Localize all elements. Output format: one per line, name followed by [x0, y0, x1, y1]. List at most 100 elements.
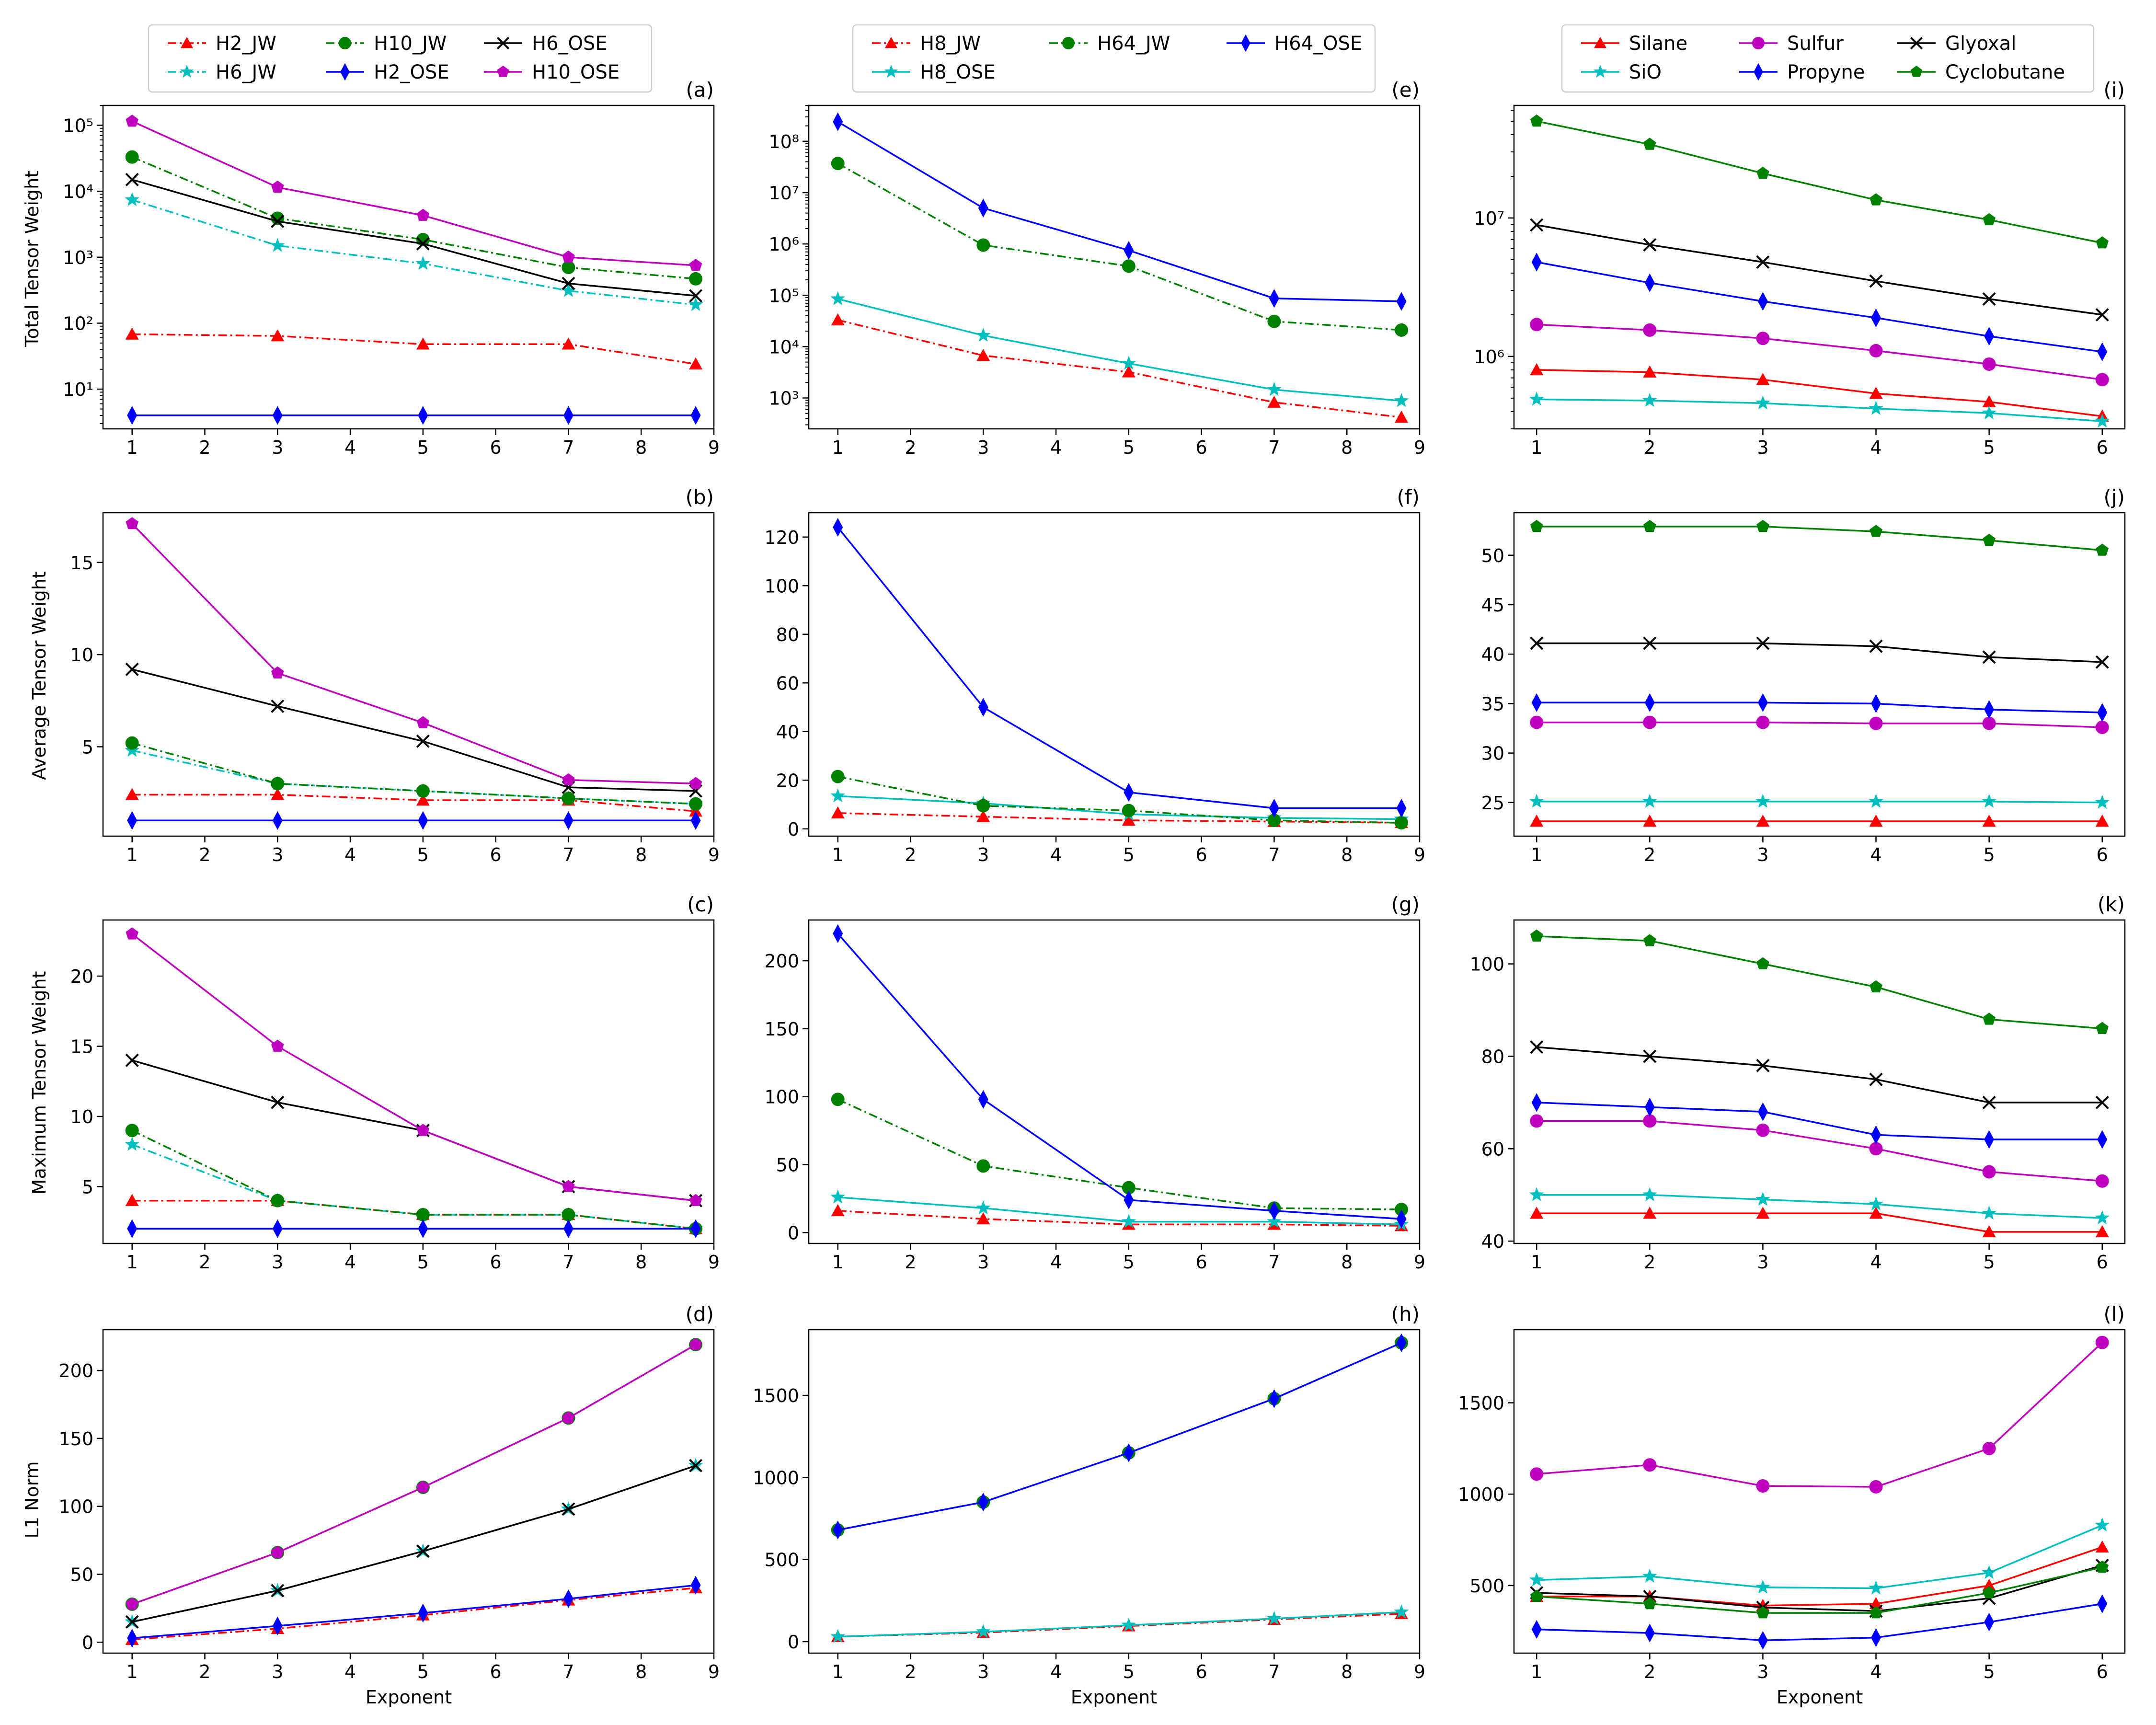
xtick-label-f: 4	[1050, 844, 1062, 865]
data-point	[1643, 934, 1656, 946]
ytick-label-h: 1000	[753, 1467, 799, 1488]
data-point	[689, 289, 703, 303]
legend-label: Cyclobutane	[1945, 61, 2065, 83]
data-point	[1756, 1207, 1770, 1219]
series-line	[1537, 721, 2102, 728]
xtick-label-j: 1	[1531, 844, 1542, 865]
data-point	[126, 115, 138, 127]
data-point	[1644, 693, 1655, 712]
ytick-label-e: 10⁷	[768, 183, 799, 204]
data-point	[416, 734, 430, 748]
data-point	[1643, 323, 1657, 337]
plot-frame-l	[1513, 1329, 2126, 1654]
data-point	[688, 297, 703, 311]
xtick-label-d: 6	[490, 1661, 502, 1682]
xtick-label-c: 1	[126, 1252, 138, 1273]
ytick-label-f: 0	[788, 819, 799, 840]
data-point	[272, 406, 283, 425]
data-point	[1756, 715, 1770, 729]
xtick-label-e: 4	[1050, 437, 1062, 458]
plot-frame-f	[808, 512, 1421, 837]
xtick-label-c: 7	[562, 1252, 574, 1273]
legend-marker	[497, 66, 509, 77]
data-point	[689, 1459, 703, 1472]
data-point	[1982, 357, 1996, 371]
series-h64-ose-g	[833, 924, 1407, 1229]
data-point	[418, 811, 428, 830]
data-point	[1869, 639, 1883, 653]
xtick-label-b: 5	[417, 844, 429, 865]
legend-frame	[148, 24, 653, 93]
data-point	[1530, 519, 1543, 532]
panel-label-d: (d)	[686, 1302, 714, 1326]
legend-item-h2-jw: H2_JW	[168, 33, 276, 55]
series-h6-ose-a	[125, 172, 703, 303]
xtick-label-e: 2	[905, 437, 916, 458]
data-point	[125, 1615, 139, 1629]
legend-item-h8-jw: H8_JW	[872, 33, 981, 55]
data-point	[2095, 794, 2110, 809]
data-point	[689, 777, 702, 789]
legend-marker	[1910, 66, 1923, 77]
data-point	[831, 1092, 845, 1106]
data-point	[1530, 929, 1543, 942]
xtick-label-e: 9	[1414, 437, 1425, 458]
data-point	[1869, 1196, 1883, 1211]
data-point	[1643, 238, 1657, 252]
panel-label-l: (l)	[2104, 1302, 2125, 1326]
data-point	[830, 1189, 845, 1204]
data-point	[1755, 1192, 1770, 1206]
data-point	[416, 1208, 430, 1221]
data-point	[1756, 957, 1769, 969]
xtick-label-b: 1	[126, 844, 138, 865]
legend-item-glyoxal: Glyoxal	[1897, 33, 2016, 55]
legend-label: Propyne	[1787, 61, 1865, 83]
data-point	[1121, 1214, 1136, 1228]
data-point	[1869, 193, 1882, 206]
legend-label: H2_JW	[216, 33, 276, 55]
xtick-label-k: 3	[1757, 1252, 1768, 1273]
data-point	[2095, 1540, 2109, 1553]
data-point	[689, 357, 703, 369]
ytick-label-k: 60	[1481, 1138, 1504, 1160]
ytick-label-k: 40	[1481, 1231, 1504, 1252]
data-point	[1757, 1102, 1768, 1121]
data-point	[2096, 236, 2109, 249]
xtick-label-i: 6	[2097, 437, 2108, 458]
ytick-label-j: 35	[1481, 693, 1504, 714]
data-point	[126, 927, 138, 940]
xtick-label-i: 3	[1757, 437, 1768, 458]
xtick-label-a: 7	[562, 437, 574, 458]
ytick-label-j: 50	[1481, 545, 1504, 566]
ytick-label-e: 10⁴	[768, 336, 799, 357]
panel-label-c: (c)	[687, 893, 714, 916]
data-point	[1983, 1586, 1995, 1598]
data-point	[1869, 274, 1883, 288]
xtick-label-i: 1	[1531, 437, 1542, 458]
data-point	[2096, 1560, 2109, 1573]
xtick-label-a: 8	[635, 437, 647, 458]
panel-label-h: (h)	[1391, 1302, 1420, 1326]
data-point	[563, 1589, 573, 1609]
data-point	[1869, 401, 1883, 415]
series-propyne-j	[1531, 693, 2108, 722]
data-point	[418, 406, 428, 425]
series-line	[837, 1210, 1402, 1227]
ylabel-maximum-tensor-weight: Maximum Tensor Weight	[29, 971, 50, 1195]
data-point	[2097, 1130, 2108, 1149]
data-point	[1756, 332, 1770, 345]
xtick-label-c: 8	[635, 1252, 647, 1273]
plot-frame-j	[1513, 512, 2126, 837]
data-point	[1642, 1187, 1657, 1201]
series-line	[132, 794, 696, 812]
data-point	[127, 1219, 138, 1238]
xtick-label-d: 7	[562, 1661, 574, 1682]
panel-b: (b) 5 10 15 1 2 3 4 5 6 7 8 9	[70, 485, 720, 865]
data-point	[1982, 1206, 1996, 1220]
ytick-label-c: 5	[82, 1176, 93, 1197]
panel-d: (d) 0 50 100 150 200 1 2 3 4 5 6 7 8 9	[58, 1302, 720, 1682]
data-point	[1869, 387, 1883, 399]
series-h64-ose-e	[833, 112, 1407, 311]
data-point	[1394, 393, 1409, 407]
data-point	[1982, 395, 1996, 407]
